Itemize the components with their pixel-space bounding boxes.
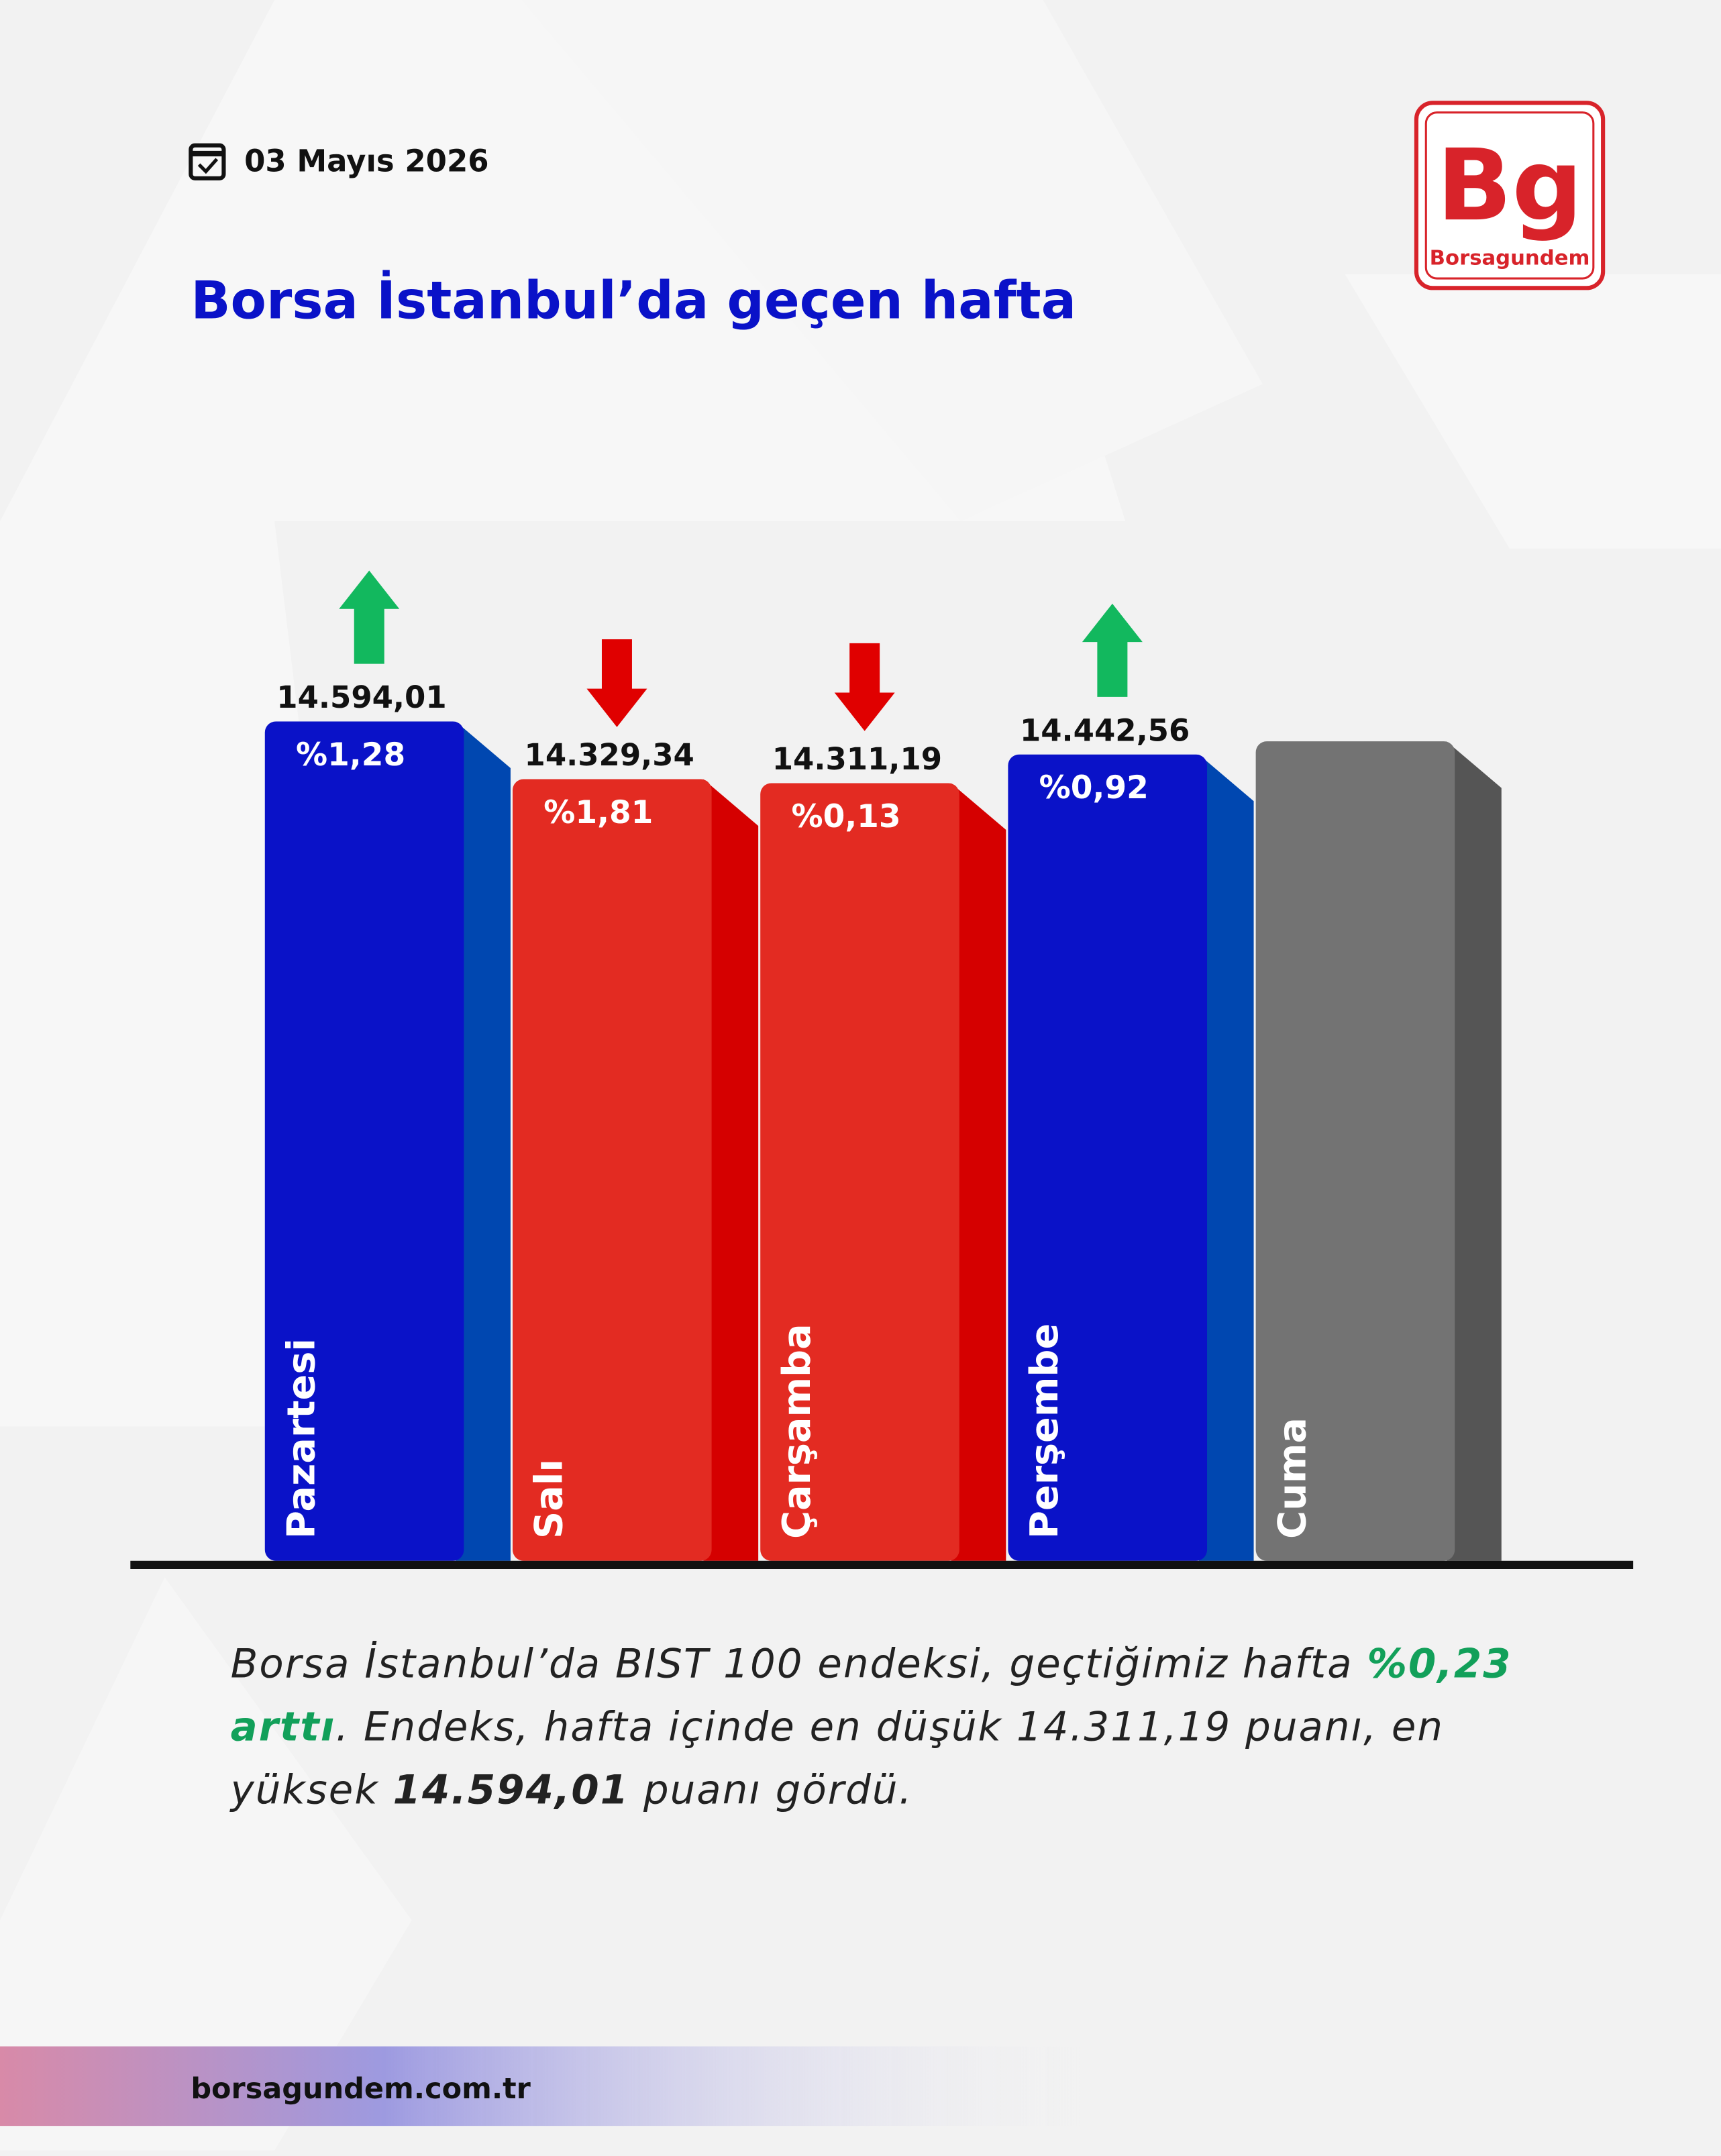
date-text: 03 Mayıs 2026 <box>244 144 488 179</box>
bar <box>512 779 712 1561</box>
logo-text: Bg <box>1437 127 1583 243</box>
bar <box>1008 754 1208 1561</box>
change-label: %1,28 <box>296 737 405 773</box>
bar-side <box>456 721 511 1561</box>
summary: Borsa İstanbul’da BIST 100 endeksi, geçt… <box>231 1632 1521 1821</box>
change-label: %0,13 <box>791 798 900 835</box>
value-label: 14.594,01 <box>276 680 446 715</box>
value-label: 14.311,19 <box>772 741 942 777</box>
summary-text: Borsa İstanbul’da BIST 100 endeksi, geçt… <box>230 1640 1367 1687</box>
chart-title: Borsa İstanbul’da geçen hafta <box>191 269 1076 331</box>
value-label: 14.329,34 <box>525 737 694 773</box>
bar-side <box>1446 741 1502 1561</box>
bars: Pazartesi 14.594,01 %1,28 Salı 14.329,34 %1,8… <box>264 570 1502 1561</box>
category-label: Salı <box>527 1459 572 1539</box>
footer-url: borsagundem.com.tr <box>191 2072 531 2106</box>
summary-bold: 14.594,01 <box>393 1766 630 1813</box>
arrow-up <box>1082 603 1143 697</box>
summary-text: . Endeks, hafta içinde en düşük 14.311,1… <box>230 1703 1445 1813</box>
footer-band <box>0 2046 1098 2126</box>
bar <box>264 721 464 1561</box>
bar-side <box>703 779 759 1561</box>
brand-text: Borsagundem <box>1430 247 1590 270</box>
calendar-icon <box>189 143 226 180</box>
arrow-down <box>586 639 647 727</box>
bar-side <box>951 783 1006 1561</box>
category-label: Cuma <box>1269 1417 1314 1539</box>
arrow-up <box>339 570 400 664</box>
bar-no-data <box>1255 741 1455 1561</box>
change-label: %1,81 <box>543 794 653 831</box>
value-label: 14.442,56 <box>1020 712 1190 748</box>
category-label: Perşembe <box>1022 1324 1067 1539</box>
category-label: Pazartesi <box>278 1338 323 1539</box>
summary-text: puanı gördü. <box>629 1766 913 1813</box>
change-label: %0,92 <box>1039 769 1149 806</box>
bar-side <box>1198 754 1254 1561</box>
summary-highlight: %0,23 arttı <box>230 1640 1512 1750</box>
bar <box>760 783 959 1561</box>
logo: Bg Borsagundem <box>1414 101 1606 290</box>
date: 03 Mayıs 2026 <box>189 143 489 180</box>
category-label: Çarşamba <box>774 1324 819 1539</box>
arrow-down <box>834 643 895 731</box>
